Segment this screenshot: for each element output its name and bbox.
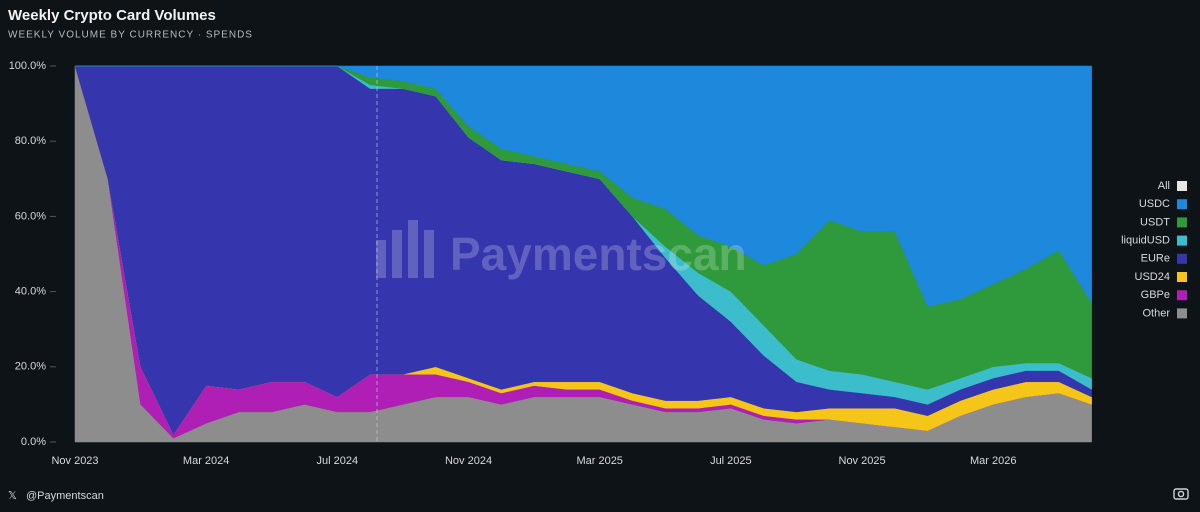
x-tick-label: Jul 2024 bbox=[317, 455, 359, 467]
legend-swatch[interactable] bbox=[1177, 272, 1187, 282]
x-tick-label: Nov 2025 bbox=[839, 455, 886, 467]
footer-handle[interactable]: @Paymentscan bbox=[26, 490, 104, 502]
legend-swatch[interactable] bbox=[1177, 199, 1187, 210]
y-tick-label: 60.0% bbox=[15, 210, 46, 222]
legend-label[interactable]: All bbox=[1158, 180, 1170, 192]
legend-swatch[interactable] bbox=[1177, 253, 1187, 264]
x-tick-label: Nov 2024 bbox=[445, 455, 492, 467]
y-tick-label: 0.0% bbox=[21, 436, 46, 448]
x-tick-label: Mar 2026 bbox=[970, 455, 1016, 467]
legend-swatch[interactable] bbox=[1177, 290, 1187, 301]
y-tick-label: 100.0% bbox=[9, 60, 47, 72]
watermark-logo bbox=[376, 220, 434, 278]
x-tick-label: Nov 2023 bbox=[51, 455, 98, 467]
legend-label[interactable]: USDT bbox=[1140, 216, 1170, 228]
legend-label[interactable]: EURe bbox=[1141, 253, 1170, 265]
legend-label[interactable]: USDC bbox=[1139, 198, 1170, 210]
legend-label[interactable]: liquidUSD bbox=[1121, 235, 1170, 247]
x-tick-label: Mar 2025 bbox=[576, 455, 622, 467]
camera-icon[interactable] bbox=[1173, 488, 1189, 500]
legend-swatch[interactable] bbox=[1177, 308, 1187, 319]
legend-label[interactable]: Other bbox=[1142, 307, 1170, 319]
legend-swatch[interactable] bbox=[1177, 217, 1187, 228]
legend-label[interactable]: USD24 bbox=[1135, 271, 1170, 283]
x-tick-label: Mar 2024 bbox=[183, 455, 229, 467]
legend-swatch[interactable] bbox=[1177, 181, 1187, 191]
legend-swatch[interactable] bbox=[1177, 235, 1187, 246]
y-tick-label: 20.0% bbox=[15, 361, 46, 373]
plot-area bbox=[74, 65, 1092, 443]
x-logo: 𝕏 bbox=[8, 490, 17, 502]
area bbox=[75, 65, 1092, 307]
legend-label[interactable]: GBPe bbox=[1141, 289, 1170, 301]
y-tick-label: 80.0% bbox=[15, 135, 46, 147]
chart-title: Weekly Crypto Card Volumes bbox=[8, 7, 216, 24]
chart-subtitle: WEEKLY VOLUME BY CURRENCY · SPENDS bbox=[8, 30, 253, 41]
x-tick-label: Jul 2025 bbox=[710, 455, 752, 467]
y-tick-label: 40.0% bbox=[15, 286, 46, 298]
watermark: Paymentscan bbox=[450, 228, 747, 280]
